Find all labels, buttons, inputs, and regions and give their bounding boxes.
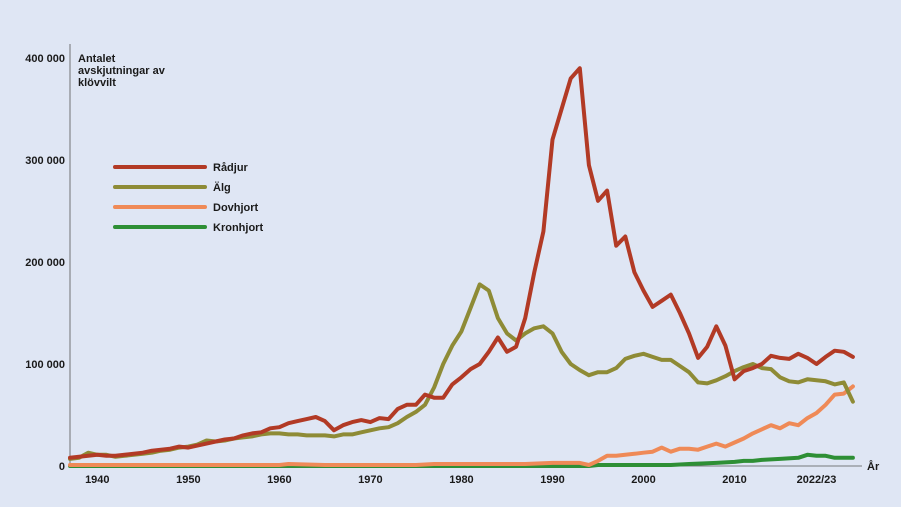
x-tick-label: 1990 (540, 474, 564, 486)
x-tick-label: 1950 (176, 474, 200, 486)
y-tick-label: 300 000 (25, 155, 65, 167)
series-line-1 (68, 66, 855, 460)
legend-label: Älg (213, 181, 231, 194)
series-line-3 (68, 384, 855, 467)
legend-label: Dovhjort (213, 202, 259, 214)
x-tick-label: 1940 (85, 474, 109, 486)
x-tick-label: 1960 (267, 474, 291, 486)
x-tick-label: 1970 (358, 474, 382, 486)
x-tick-label: 2022/23 (797, 474, 837, 486)
y-axis-title: Antalet avskjutningar av klövvilt (78, 53, 166, 89)
y-tick-label: 400 000 (25, 53, 65, 65)
y-tick-label: 0 (59, 461, 65, 473)
x-tick-label: 2010 (722, 474, 746, 486)
series-line-2 (68, 282, 855, 461)
legend: Rådjur Älg Dovhjort Kronhjort (113, 162, 263, 234)
series-lines (68, 66, 855, 468)
legend-label: Kronhjort (213, 222, 263, 234)
legend-label: Rådjur (213, 162, 249, 174)
x-axis-title: År (867, 460, 880, 473)
x-tick-label: 1980 (449, 474, 473, 486)
y-tick-label: 200 000 (25, 257, 65, 269)
x-tick-label: 2000 (631, 474, 655, 486)
axes: 0 100 000 200 000 300 000 400 000 1940 1950 196… (25, 44, 862, 486)
y-tick-label: 100 000 (25, 359, 65, 371)
